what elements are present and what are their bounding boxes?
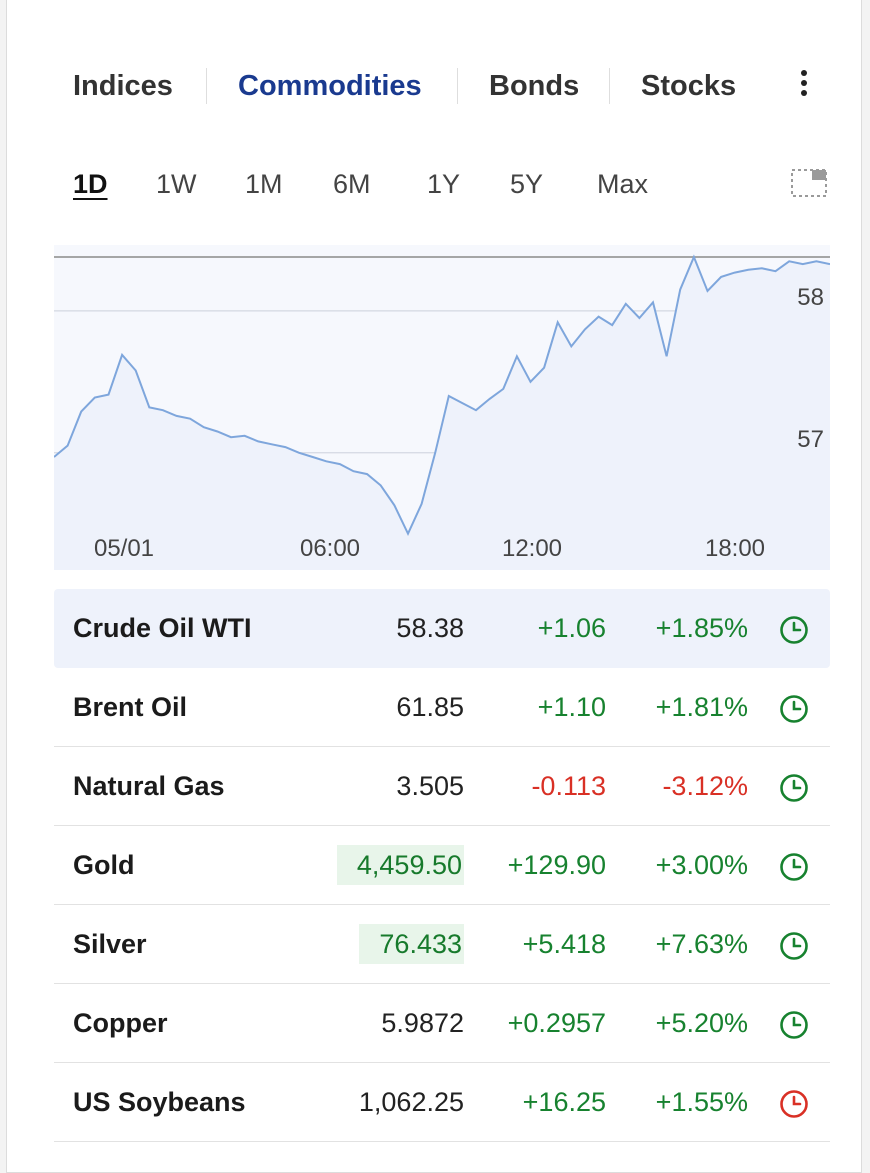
table-row[interactable]: Brent Oil 61.85 +1.10 +1.81% bbox=[54, 668, 830, 747]
instrument-name[interactable]: Brent Oil bbox=[73, 692, 188, 722]
table-row[interactable]: Crude Oil WTI 58.38 +1.06 +1.85% bbox=[54, 589, 830, 668]
last-price: 1,062.25 bbox=[358, 1087, 464, 1117]
price-change: +1.10 bbox=[537, 692, 606, 722]
y-tick-label: 57 bbox=[797, 426, 824, 453]
price-change: -0.113 bbox=[531, 771, 606, 801]
tab-indices[interactable]: Indices bbox=[73, 70, 173, 102]
range-1d[interactable]: 1D bbox=[73, 169, 108, 199]
market-open-clock-icon bbox=[780, 1011, 808, 1039]
chart-area-fill bbox=[54, 257, 830, 570]
tab-commodities[interactable]: Commodities bbox=[238, 70, 422, 102]
commodities-table: Crude Oil WTI 58.38 +1.06 +1.85% Brent Oil 61… bbox=[54, 589, 830, 1142]
market-open-clock-icon bbox=[780, 853, 808, 881]
table-row[interactable]: Silver 76.433 +5.418 +7.63% bbox=[54, 905, 830, 984]
fullscreen-icon[interactable] bbox=[790, 166, 830, 200]
chart-price-line bbox=[54, 254, 830, 537]
x-tick-label: 12:00 bbox=[502, 535, 562, 562]
last-price: 76.433 bbox=[359, 924, 464, 964]
range-5y[interactable]: 5Y bbox=[510, 169, 544, 199]
price-change: +5.418 bbox=[522, 929, 606, 959]
tab-divider bbox=[206, 68, 207, 104]
market-widget: Indices Commodities Bonds Stocks 1D 1W 1… bbox=[6, 0, 862, 1173]
instrument-name[interactable]: Gold bbox=[73, 850, 135, 880]
percent-change: +1.85% bbox=[655, 613, 748, 643]
tab-stocks[interactable]: Stocks bbox=[641, 70, 737, 102]
tab-divider bbox=[457, 68, 458, 104]
tab-bonds[interactable]: Bonds bbox=[489, 70, 580, 102]
tab-divider bbox=[609, 68, 610, 104]
x-tick-label: 06:00 bbox=[300, 535, 360, 562]
instrument-name[interactable]: Crude Oil WTI bbox=[73, 613, 252, 643]
instrument-name[interactable]: Silver bbox=[73, 929, 147, 959]
percent-change: +1.55% bbox=[655, 1087, 748, 1117]
price-change: +1.06 bbox=[537, 613, 606, 643]
percent-change: +1.81% bbox=[655, 692, 748, 722]
percent-change: +7.63% bbox=[655, 929, 748, 959]
market-closed-clock-icon bbox=[780, 1090, 808, 1118]
x-tick-label: 18:00 bbox=[705, 535, 765, 562]
y-tick-label: 58 bbox=[797, 284, 824, 311]
price-change: +0.2957 bbox=[507, 1008, 606, 1038]
range-1y[interactable]: 1Y bbox=[427, 169, 461, 199]
last-price: 61.85 bbox=[396, 692, 464, 722]
table-row[interactable]: Natural Gas 3.505 -0.113 -3.12% bbox=[54, 747, 830, 826]
more-options-icon[interactable] bbox=[793, 68, 815, 104]
range-1w[interactable]: 1W bbox=[156, 169, 197, 199]
range-max[interactable]: Max bbox=[597, 169, 649, 199]
last-price: 4,459.50 bbox=[336, 845, 464, 885]
time-range-selector: 1D 1W 1M 6M 1Y 5Y Max bbox=[73, 164, 833, 204]
instrument-name[interactable]: Copper bbox=[73, 1008, 168, 1038]
last-price: 58.38 bbox=[396, 613, 464, 643]
x-tick-label: 05/01 bbox=[94, 535, 154, 562]
range-1m[interactable]: 1M bbox=[245, 169, 283, 199]
percent-change: +3.00% bbox=[655, 850, 748, 880]
market-open-clock-icon bbox=[780, 616, 808, 644]
price-change: +129.90 bbox=[507, 850, 606, 880]
price-change: +16.25 bbox=[522, 1087, 606, 1117]
market-open-clock-icon bbox=[780, 774, 808, 802]
table-row[interactable]: Gold 4,459.50 +129.90 +3.00% bbox=[54, 826, 830, 905]
table-row[interactable]: US Soybeans 1,062.25 +16.25 +1.55% bbox=[54, 1063, 830, 1142]
price-chart[interactable]: 57 58 05/01 06:00 12:00 18:00 bbox=[54, 245, 830, 570]
range-6m[interactable]: 6M bbox=[333, 169, 371, 199]
market-open-clock-icon bbox=[780, 932, 808, 960]
table-row[interactable]: Copper 5.9872 +0.2957 +5.20% bbox=[54, 984, 830, 1063]
last-price: 5.9872 bbox=[381, 1008, 464, 1038]
last-price: 3.505 bbox=[396, 771, 464, 801]
market-open-clock-icon bbox=[780, 695, 808, 723]
instrument-name[interactable]: US Soybeans bbox=[73, 1087, 246, 1117]
instrument-name[interactable]: Natural Gas bbox=[73, 771, 225, 801]
asset-class-tabs: Indices Commodities Bonds Stocks bbox=[73, 66, 833, 106]
percent-change: -3.12% bbox=[662, 771, 748, 801]
percent-change: +5.20% bbox=[655, 1008, 748, 1038]
